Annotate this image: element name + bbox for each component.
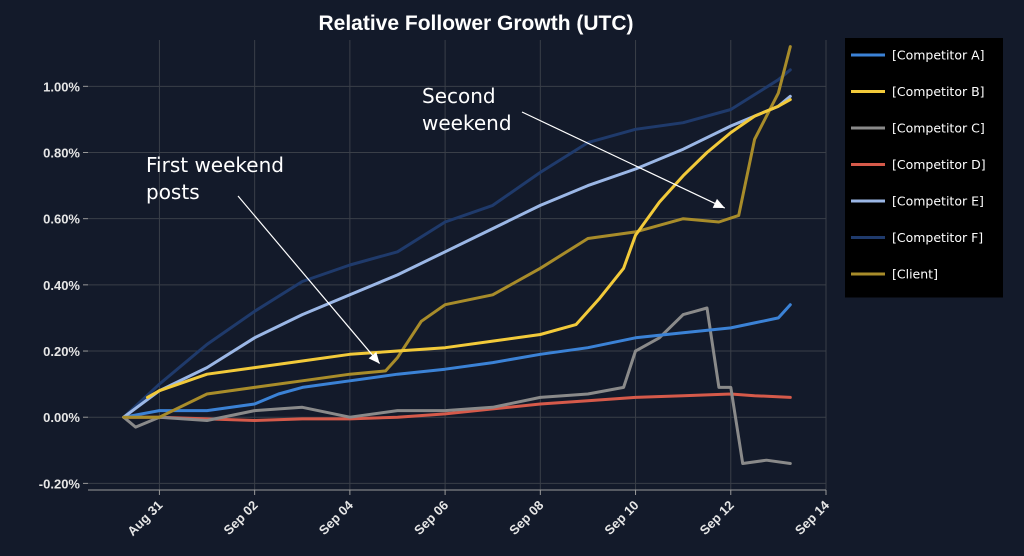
- chart-title: Relative Follower Growth (UTC): [318, 12, 633, 35]
- y-tick-label: 0.40%: [43, 278, 80, 293]
- y-tick-label: -0.20%: [39, 476, 81, 491]
- legend-label-competitor-c: [Competitor C]: [892, 121, 985, 136]
- series-line-competitor-d: [122, 392, 792, 422]
- annotation-text: posts: [146, 180, 200, 204]
- legend-label-competitor-d: [Competitor D]: [892, 157, 986, 172]
- y-tick-label: 0.00%: [43, 410, 80, 425]
- y-tick-label: 0.80%: [43, 146, 80, 161]
- series-line-competitor-a: [122, 303, 792, 419]
- annotation-arrow-line: [237, 195, 381, 364]
- annotation-arrowhead: [712, 198, 725, 209]
- legend-label-competitor-e: [Competitor E]: [892, 194, 984, 209]
- series-line-competitor-c: [122, 306, 792, 465]
- legend-label-competitor-b: [Competitor B]: [892, 84, 985, 99]
- annotations: First weekend posts Second weekend: [146, 84, 726, 364]
- legend: [Competitor A] [Competitor B] [Competitor …: [845, 38, 1003, 298]
- y-tick-label: 0.60%: [43, 212, 80, 227]
- annotation-text: First weekend: [146, 153, 284, 177]
- y-tick-label: 0.20%: [43, 344, 80, 359]
- annotation-arrowhead: [368, 351, 380, 364]
- legend-box: [845, 38, 1003, 298]
- x-tick-label: Sep 06: [411, 498, 451, 538]
- x-tick-label: Sep 08: [506, 498, 546, 538]
- y-axis-ticks: -0.20% 0.00% 0.20% 0.40% 0.60% 0.80% 1.00%: [39, 79, 88, 491]
- x-tick-label: Sep 12: [697, 498, 737, 538]
- annotation-arrow-line: [521, 111, 726, 209]
- series-line-competitor-b: [146, 98, 792, 399]
- series-line-competitor-f: [122, 68, 792, 419]
- annotation-text: weekend: [422, 111, 512, 135]
- x-axis-ticks: Aug 31 Sep 02 Sep 04 Sep 06 Sep 08 Sep 10 Sep …: [124, 490, 833, 539]
- x-tick-label: Sep 02: [221, 498, 261, 538]
- annotation-text: Second: [422, 84, 496, 108]
- x-tick-label: Sep 10: [601, 498, 641, 538]
- x-tick-label: Sep 14: [792, 497, 833, 538]
- x-tick-label: Sep 04: [316, 497, 357, 538]
- series-line-client: [122, 45, 792, 419]
- series-line-competitor-e: [122, 94, 792, 419]
- legend-label-competitor-f: [Competitor F]: [892, 230, 983, 245]
- legend-label-competitor-a: [Competitor A]: [892, 48, 985, 63]
- series-lines: [122, 45, 792, 465]
- legend-label-client: [Client]: [892, 267, 938, 282]
- x-tick-label: Aug 31: [124, 498, 165, 539]
- y-tick-label: 1.00%: [43, 79, 80, 94]
